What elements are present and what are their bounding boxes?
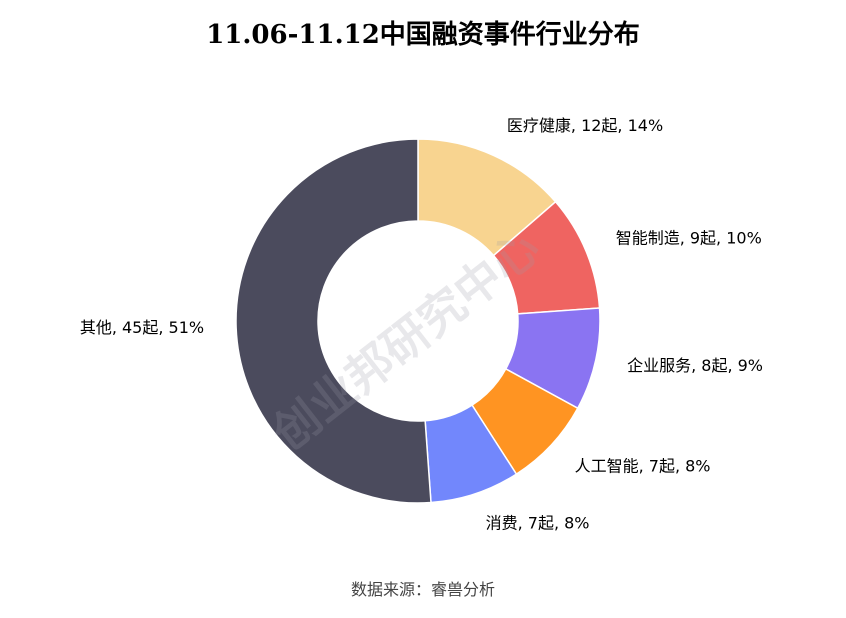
label-slice-5: 其他, 45起, 51% [80,318,204,337]
slice-labels: 医疗健康, 12起, 14% 智能制造, 9起, 10% 企业服务, 8起, 9% 人… [80,116,763,533]
label-slice-4: 消费, 7起, 8% [486,514,590,533]
label-slice-0: 医疗健康, 12起, 14% [507,116,663,135]
source-note: 数据来源：睿兽分析 [350,580,495,599]
label-slice-1: 智能制造, 9起, 10% [616,229,762,248]
label-slice-3: 人工智能, 7起, 8% [575,456,711,475]
donut-slice-5 [235,138,432,504]
chart-title: 11.06-11.12中国融资事件行业分布 [206,20,640,50]
donut-slices [235,138,601,504]
label-slice-2: 企业服务, 8起, 9% [627,356,763,375]
